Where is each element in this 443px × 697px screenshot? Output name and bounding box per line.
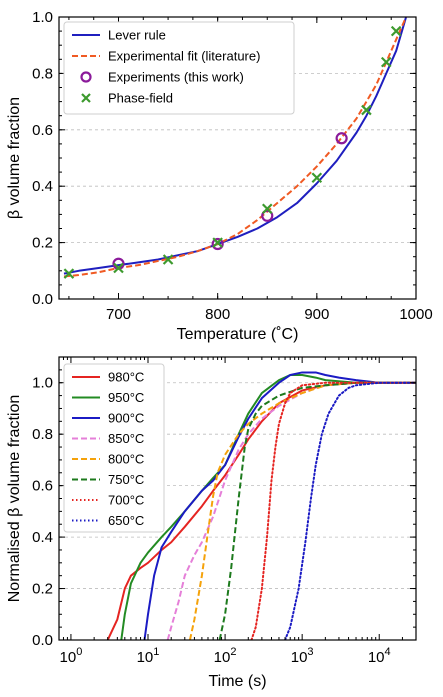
series-line	[166, 381, 416, 640]
legend-label: Lever rule	[108, 28, 166, 43]
x-axis-label: Time (s)	[208, 673, 266, 690]
legend-label: Phase-field	[108, 91, 173, 106]
y-tick-label: 0.8	[32, 65, 53, 82]
x-tick-label: 103	[291, 646, 314, 666]
x-tick-label: 101	[137, 646, 160, 666]
data-point-x	[361, 104, 372, 116]
x-tick-label: 104	[368, 646, 391, 666]
legend-label: 950°C	[108, 390, 144, 405]
legend-marker-circle	[80, 71, 92, 83]
x-tick-label: 102	[214, 646, 237, 666]
y-tick-label: 0.6	[32, 122, 53, 139]
data-point-circle	[261, 209, 274, 222]
legend: 980°C 950°C 900°C 850°C 800°C 750°C 700°C 650°C	[63, 363, 165, 533]
legend-label: 700°C	[108, 493, 144, 508]
legend-label: 650°C	[108, 513, 144, 528]
series-line	[250, 381, 416, 640]
x-tick-label: 800	[205, 306, 230, 323]
legend-label: 980°C	[108, 370, 144, 385]
legend-label: 800°C	[108, 452, 144, 467]
y-tick-label: 0.6	[32, 478, 53, 495]
legend-marker-x	[81, 93, 91, 103]
data-point-x	[113, 262, 124, 274]
legend-label: 900°C	[108, 411, 144, 426]
legend-box	[63, 21, 295, 115]
legend-label: 750°C	[108, 472, 144, 487]
plot-area	[63, 17, 408, 279]
y-axis-label: β volume fraction	[6, 97, 23, 219]
y-tick-label: 0.4	[32, 529, 53, 546]
data-point-x	[380, 56, 392, 68]
legend: Lever rule Experimental fit (literature) E…	[63, 21, 295, 115]
legend-label: Experiments (this work)	[108, 70, 244, 85]
y-tick-label: 0.0	[32, 291, 53, 308]
data-point-x	[63, 268, 75, 279]
y-tick-label: 1.0	[32, 9, 53, 26]
data-point-x	[390, 25, 402, 37]
data-point-circle	[335, 132, 348, 145]
y-tick-label: 0.8	[32, 426, 53, 443]
legend-label: Experimental fit (literature)	[108, 49, 260, 64]
data-point-x	[311, 172, 323, 184]
data-point-x	[261, 203, 273, 215]
x-tick-label: 700	[106, 306, 131, 323]
plot-area	[106, 371, 416, 640]
x-axis-label: Temperature (˚C)	[177, 326, 299, 343]
x-tick-label: 100	[60, 646, 83, 666]
series-line	[63, 17, 408, 275]
chart-time-vs-normalised-beta-fraction: 0.0 0.2 0.4 0.6 0.8 1.0 100 101 102 103 104 Time (s…	[6, 356, 417, 690]
data-point-x	[162, 254, 174, 265]
x-tick-label: 1000	[399, 306, 432, 323]
series-line	[188, 381, 416, 640]
data-point-x	[212, 237, 223, 248]
y-tick-label: 0.2	[32, 581, 53, 598]
legend-label: 850°C	[108, 431, 144, 446]
x-tick-label: 900	[304, 306, 329, 323]
y-tick-label: 0.4	[32, 178, 53, 195]
y-axis-label: Normalised β volume fraction	[6, 395, 23, 603]
chart-temperature-vs-beta-fraction: 0.0 0.2 0.4 0.6 0.8 1.0 700 800 900 1000 Temperatu…	[6, 9, 433, 343]
legend-box	[63, 363, 165, 533]
y-tick-label: 0.0	[32, 632, 53, 649]
series-line	[218, 381, 416, 640]
data-point-circle	[211, 237, 224, 251]
series-line	[143, 371, 416, 640]
y-tick-label: 1.0	[32, 375, 53, 392]
series-line	[284, 381, 416, 640]
y-tick-label: 0.2	[32, 235, 53, 252]
